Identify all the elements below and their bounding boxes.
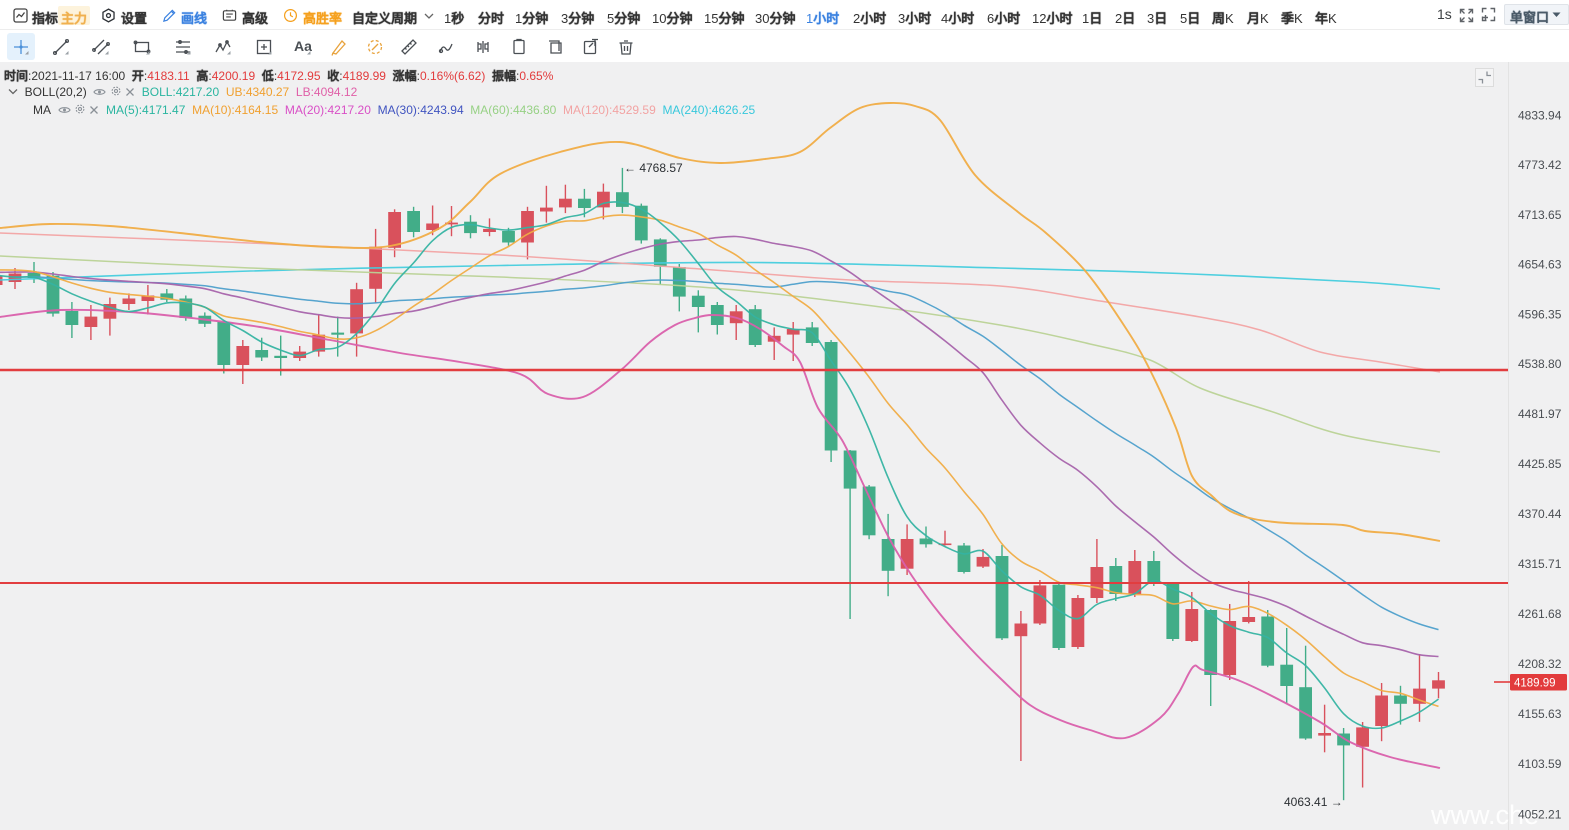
- svg-text:4189.99: 4189.99: [1514, 678, 1556, 690]
- svg-text:4713.65: 4713.65: [1518, 208, 1562, 222]
- svg-text:4654.63: 4654.63: [1518, 258, 1562, 272]
- svg-text:4833.94: 4833.94: [1518, 109, 1562, 123]
- svg-text:4208.32: 4208.32: [1518, 657, 1562, 671]
- svg-text:← 4768.57: ← 4768.57: [624, 161, 683, 175]
- svg-text:4773.42: 4773.42: [1518, 158, 1562, 172]
- svg-text:4103.59: 4103.59: [1518, 757, 1562, 771]
- svg-text:4481.97: 4481.97: [1518, 407, 1562, 421]
- svg-text:4370.44: 4370.44: [1518, 507, 1562, 521]
- svg-text:4315.71: 4315.71: [1518, 557, 1562, 571]
- svg-text:4425.85: 4425.85: [1518, 457, 1562, 471]
- svg-text:4052.21: 4052.21: [1518, 808, 1562, 822]
- svg-text:4261.68: 4261.68: [1518, 607, 1562, 621]
- svg-text:4596.35: 4596.35: [1518, 307, 1562, 321]
- svg-text:4155.63: 4155.63: [1518, 707, 1562, 721]
- svg-text:www.che: www.che: [1430, 800, 1539, 830]
- svg-text:4063.41 →: 4063.41 →: [1284, 795, 1343, 809]
- svg-text:4538.80: 4538.80: [1518, 357, 1562, 371]
